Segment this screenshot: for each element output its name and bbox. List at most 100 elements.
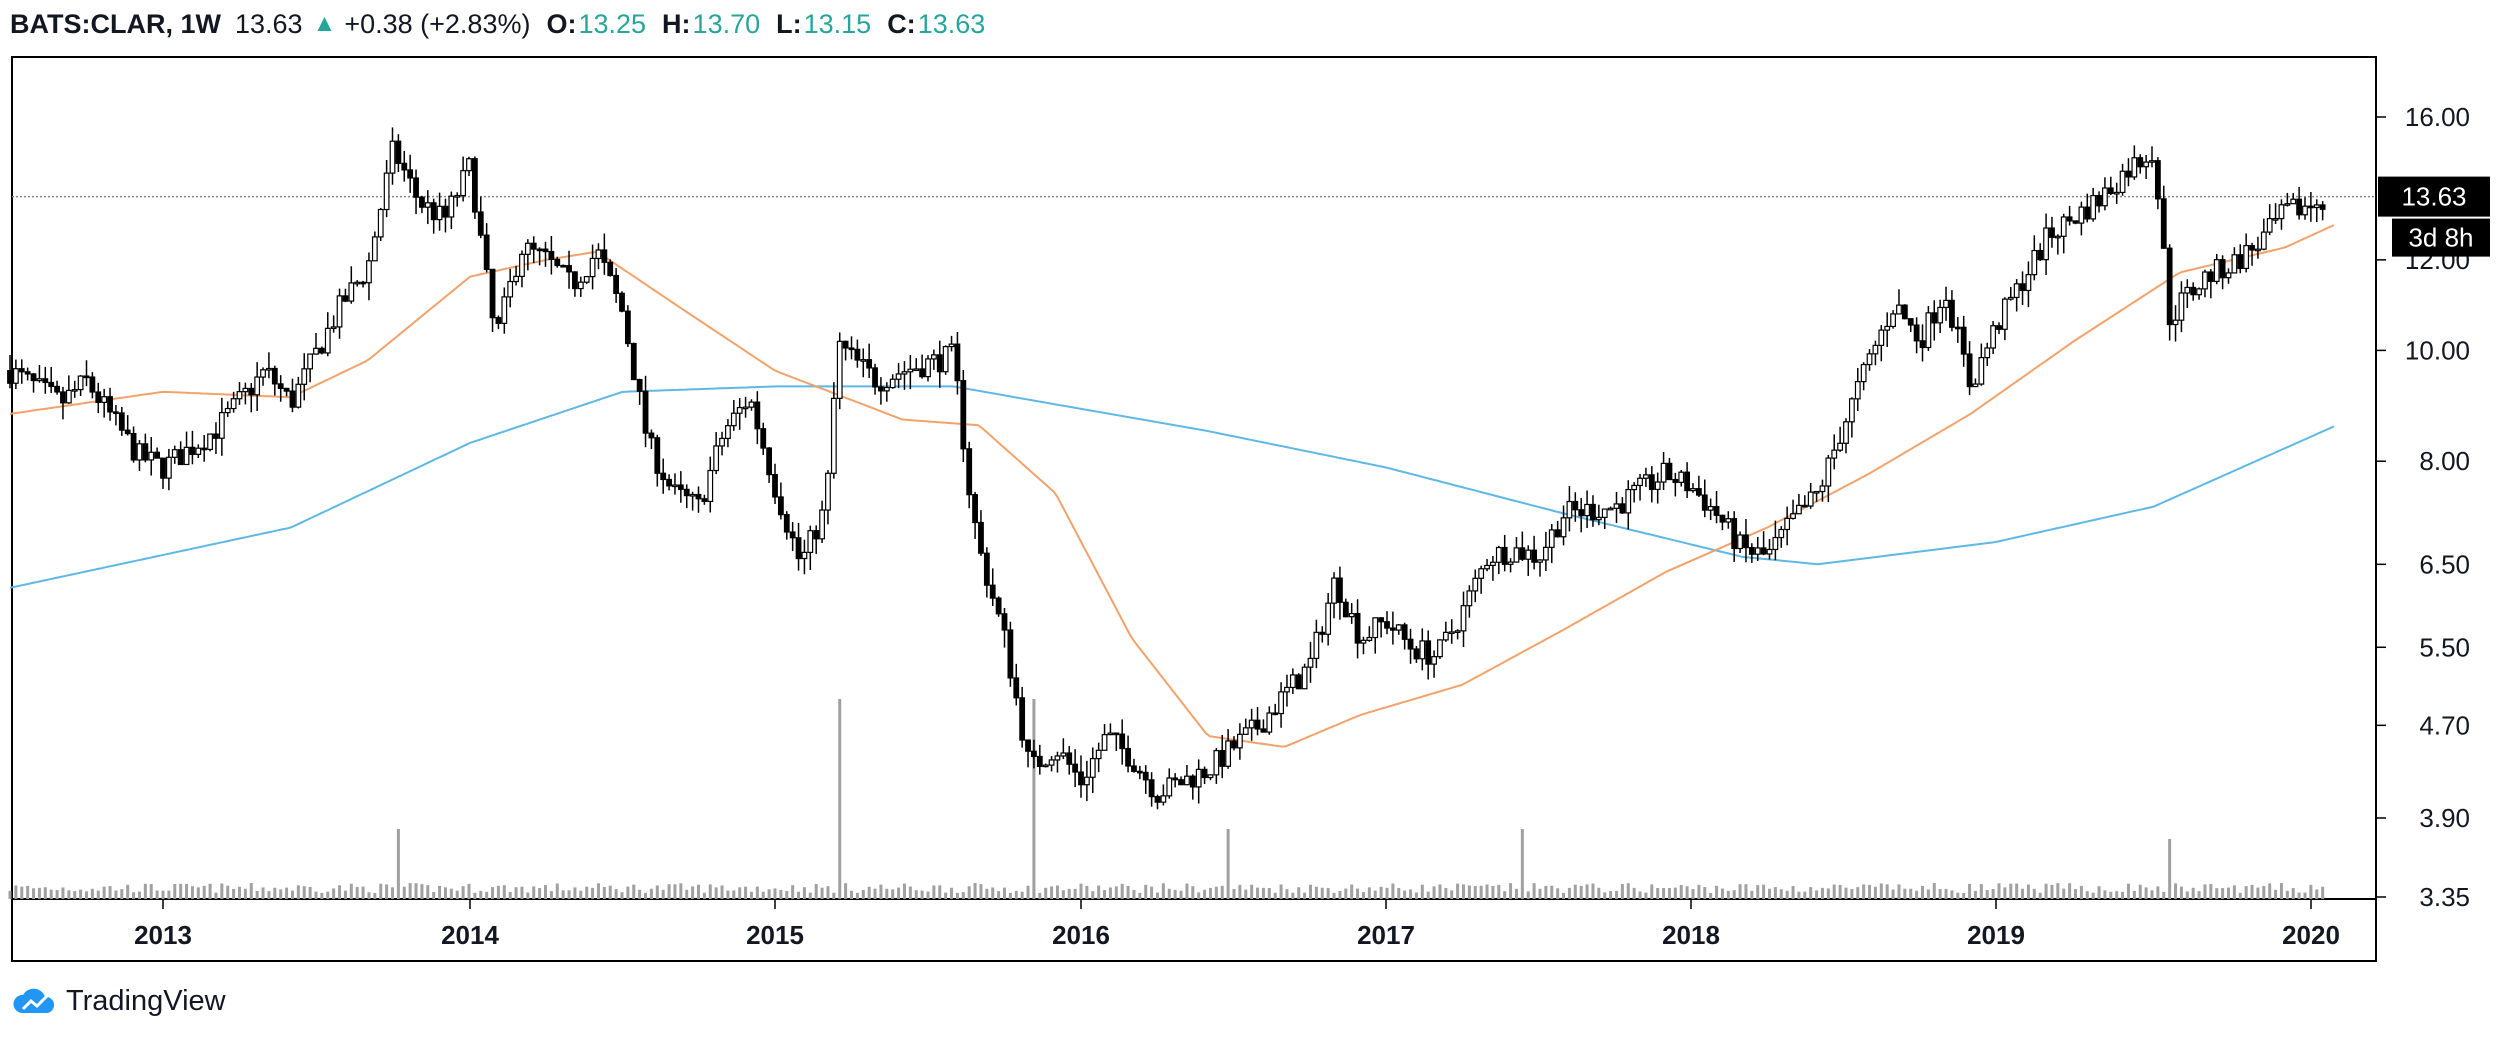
candle-body	[1248, 719, 1255, 729]
volume-bar	[1208, 887, 1212, 899]
volume-bar	[485, 891, 489, 899]
symbol-label[interactable]: BATS:CLAR, 1W	[10, 8, 221, 39]
volume-bar	[838, 699, 842, 899]
candle-body	[1813, 490, 1820, 494]
volume-bar	[361, 886, 365, 899]
candle-body	[530, 242, 537, 250]
candle-body	[1425, 640, 1432, 665]
candle-body	[2219, 259, 2226, 279]
candle-body	[2255, 248, 2261, 252]
candle-body	[2249, 244, 2255, 251]
candle-body	[2196, 288, 2202, 296]
volume-bar	[538, 887, 542, 899]
volume-bar	[1144, 884, 1148, 899]
candle-body	[1131, 765, 1137, 772]
volume-bar	[1214, 886, 1218, 899]
volume-bar	[1479, 885, 1483, 899]
up-arrow-icon: ▲	[312, 10, 337, 37]
volume-bar	[1191, 886, 1195, 899]
volume-bar	[2032, 888, 2036, 899]
volume-bar	[1820, 887, 1824, 899]
volume-bar	[1803, 891, 1807, 899]
candle-body	[907, 368, 914, 373]
candle-body	[1666, 462, 1673, 481]
volume-bar	[2156, 886, 2160, 899]
candle-body	[1766, 548, 1773, 555]
candle-body	[1160, 795, 1167, 803]
volume-bar	[1567, 887, 1571, 899]
candle-body	[183, 446, 190, 466]
candle-body	[1072, 763, 1079, 773]
candle-body	[448, 195, 455, 218]
volume-bar	[2291, 888, 2295, 899]
candle-body	[936, 354, 943, 373]
candle-body	[889, 378, 896, 389]
volume-bar	[855, 892, 859, 899]
volume-bar	[1756, 885, 1760, 899]
volume-bar	[908, 886, 912, 899]
candle-body	[536, 248, 543, 252]
time-axis[interactable]: 2013 2014 2015 2016 2017 2018 2019 2020	[134, 899, 2340, 950]
candle-body	[1542, 546, 1549, 561]
candle-body	[1366, 636, 1373, 641]
candle-body	[419, 196, 425, 208]
volume-bar	[1909, 888, 1913, 899]
candle-body	[1919, 340, 1926, 349]
volume-bar	[1444, 887, 1448, 899]
volume-bar	[1685, 886, 1689, 899]
candle-body	[124, 429, 131, 435]
volume-bar	[2268, 883, 2272, 899]
candle-body	[2278, 204, 2285, 220]
candle-body	[12, 368, 19, 384]
candle-body	[2284, 203, 2291, 206]
countdown-badge-text: 3d 8h	[2408, 223, 2473, 253]
candle-body	[2037, 249, 2044, 261]
volume-bar	[2297, 892, 2301, 899]
volume-bar	[1632, 887, 1636, 899]
volume-bar	[1579, 885, 1583, 899]
candle-body	[1066, 752, 1073, 765]
candle-body	[1372, 617, 1379, 639]
tradingview-logo[interactable]: TradingView	[12, 985, 226, 1018]
candle-body	[1954, 326, 1961, 330]
candle-body	[1101, 734, 1108, 751]
candle-body	[1195, 768, 1202, 788]
candle-body	[542, 248, 549, 253]
candle-body	[1754, 547, 1761, 555]
volume-bar	[1879, 883, 1883, 899]
candle-body	[1949, 299, 1955, 328]
volume-bar	[2238, 892, 2242, 899]
volume-bar	[1932, 883, 1936, 899]
volume-bar	[1891, 889, 1895, 899]
candle-body	[836, 340, 843, 399]
y-tick-label: 16.00	[2405, 102, 2470, 132]
volume-bar	[1420, 884, 1424, 899]
candle-body	[695, 493, 702, 500]
candle-body	[983, 552, 990, 586]
volume-bar	[1532, 883, 1536, 899]
volume-bar	[926, 891, 930, 899]
candle-body	[1419, 640, 1426, 660]
volume-bar	[2274, 889, 2278, 899]
candle-body	[677, 484, 684, 490]
volume-bar	[432, 891, 436, 899]
candle-body	[2149, 160, 2155, 163]
candle-body	[1931, 312, 1938, 324]
candle-body	[1731, 518, 1738, 550]
volume-bar	[1044, 887, 1048, 899]
volume-bar	[1873, 886, 1877, 899]
candle-body	[2072, 220, 2079, 224]
candle-body	[860, 359, 867, 362]
candle-body	[1801, 504, 1808, 508]
volume-bar	[2003, 887, 2007, 899]
volume-bar	[1514, 888, 1518, 899]
candle-body	[2296, 198, 2303, 216]
candle-body	[1960, 326, 1967, 355]
candle-body	[477, 211, 484, 236]
volume-bar	[79, 889, 83, 899]
volume-bar	[1732, 890, 1736, 899]
volume-bar	[897, 887, 901, 899]
volume-bar	[1638, 891, 1642, 899]
candle-body	[1472, 577, 1479, 592]
